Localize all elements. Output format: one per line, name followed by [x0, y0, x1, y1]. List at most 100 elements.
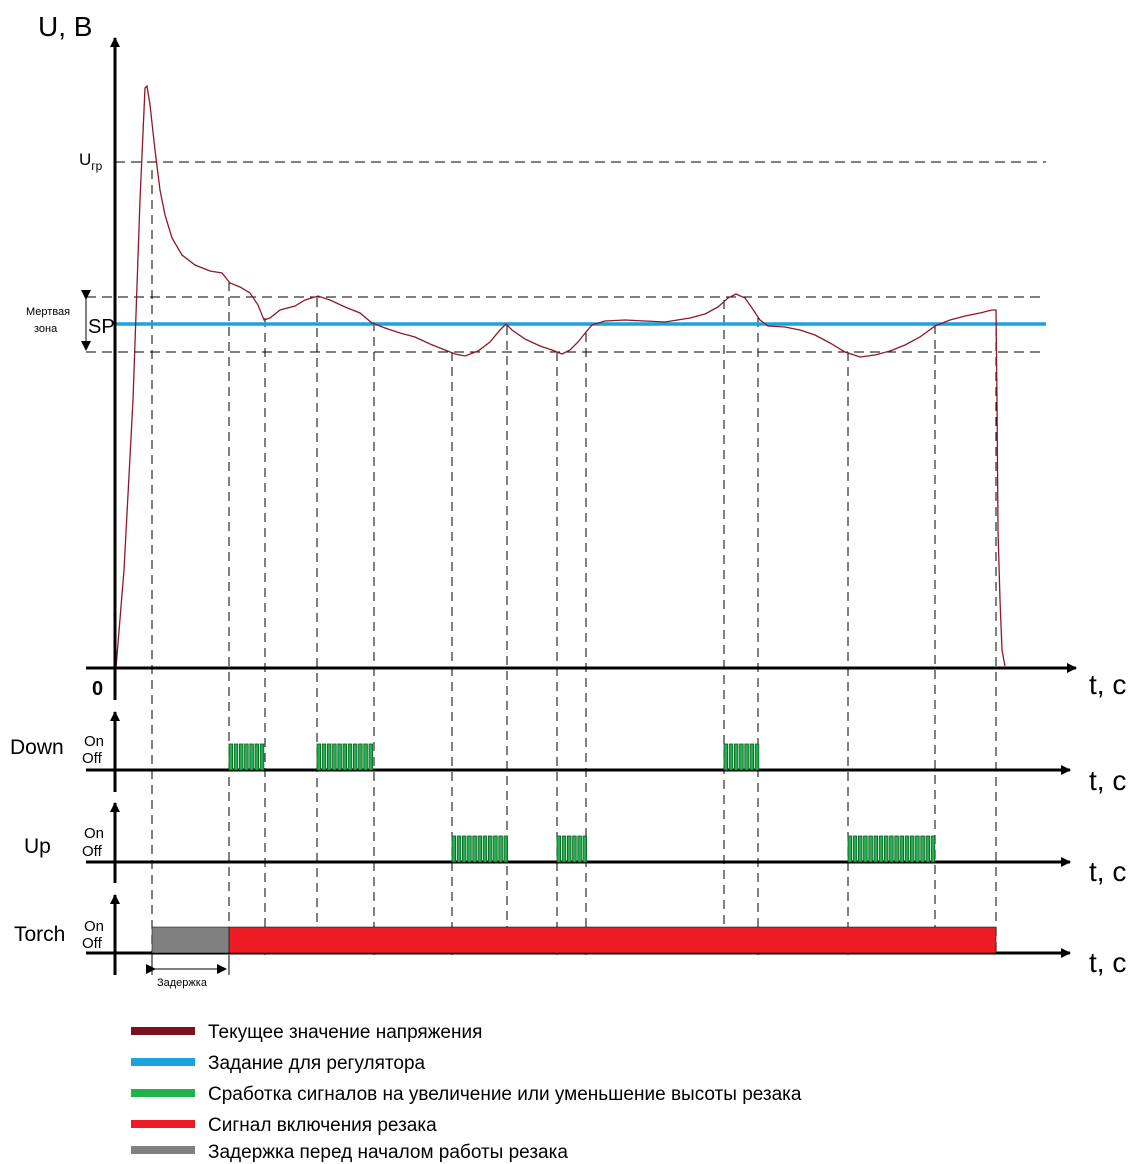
- pulse: [582, 835, 587, 863]
- pulse: [739, 743, 744, 771]
- pulse: [556, 835, 561, 863]
- pulse: [316, 743, 321, 771]
- pulse: [899, 835, 904, 863]
- down-on-label: On: [84, 733, 104, 750]
- pulse: [858, 835, 863, 863]
- legend: Текущее значение напряжения Задание для …: [131, 1022, 802, 1163]
- down-pulse-train: [723, 743, 760, 771]
- pulse: [259, 743, 265, 771]
- pulse: [482, 835, 488, 863]
- pulse: [461, 835, 467, 863]
- voltage-curve: [115, 84, 1006, 669]
- legend-label-pulses: Сработка сигналов на увеличение или умен…: [208, 1084, 802, 1105]
- pulse: [456, 835, 462, 863]
- legend-swatch-voltage: [131, 1027, 195, 1035]
- vertical-guides: [151, 170, 997, 955]
- pulse: [567, 835, 572, 863]
- pulse: [254, 743, 259, 771]
- legend-swatch-torch-on: [131, 1120, 195, 1128]
- pulse: [321, 743, 327, 771]
- pulse: [723, 743, 728, 771]
- x-axis-label: t, c: [1089, 669, 1126, 700]
- pulse: [863, 835, 868, 863]
- pulse: [358, 743, 363, 771]
- legend-swatch-delay: [131, 1146, 195, 1154]
- pulse: [493, 835, 498, 863]
- pulse: [572, 835, 577, 863]
- up-x-label: t, c: [1089, 856, 1126, 887]
- pulse: [332, 743, 337, 771]
- deadzone-label-line2: зона: [34, 323, 58, 335]
- pulse: [467, 835, 472, 863]
- torch-on-bar: [228, 926, 997, 954]
- pulse: [472, 835, 477, 863]
- deadzone-label-line1: Мертвая: [26, 306, 70, 318]
- pulse: [852, 835, 858, 863]
- pulse: [363, 743, 368, 771]
- legend-label-delay: Задержка перед началом работы резака: [208, 1142, 568, 1163]
- pulse: [889, 835, 894, 863]
- torch-off-label: Off: [82, 935, 103, 952]
- pulse: [487, 835, 493, 863]
- pulse: [498, 835, 503, 863]
- delay-label: Задержка: [157, 977, 208, 989]
- pulse: [749, 743, 754, 771]
- main-axes: [86, 37, 1077, 700]
- pulse: [451, 835, 456, 863]
- legend-swatch-pulses: [131, 1089, 195, 1097]
- pulse: [249, 743, 254, 771]
- pulse: [728, 743, 734, 771]
- down-x-label: t, c: [1089, 765, 1126, 796]
- pulse: [477, 835, 482, 863]
- pulse: [920, 835, 925, 863]
- u-limit-label: Uгр: [79, 150, 103, 173]
- pulse: [904, 835, 910, 863]
- up-off-label: Off: [82, 843, 103, 860]
- pulse: [233, 743, 239, 771]
- down-channel-label: Down: [10, 736, 64, 759]
- up-pulse-train: [451, 835, 508, 863]
- pulse: [915, 835, 920, 863]
- pulse: [878, 835, 884, 863]
- pulse: [244, 743, 249, 771]
- pulse: [868, 835, 873, 863]
- up-on-label: On: [84, 825, 104, 842]
- pulse: [342, 743, 347, 771]
- pulse: [503, 835, 508, 863]
- pulse: [228, 743, 233, 771]
- pulse: [337, 743, 342, 771]
- pulse: [884, 835, 889, 863]
- pulse: [238, 743, 244, 771]
- pulse: [744, 743, 749, 771]
- legend-label-voltage: Текущее значение напряжения: [208, 1022, 482, 1043]
- torch-x-label: t, c: [1089, 947, 1126, 978]
- delay-bracket: [146, 955, 230, 975]
- down-pulse-train: [228, 743, 265, 771]
- pulse: [894, 835, 899, 863]
- pulse: [847, 835, 852, 863]
- y-axis-label: U, B: [38, 11, 92, 42]
- pulse: [347, 743, 353, 771]
- up-pulse-train: [556, 835, 587, 863]
- torch-on-label: On: [84, 918, 104, 935]
- up-channel-label: Up: [24, 835, 51, 858]
- down-axes: [86, 711, 1071, 792]
- pulse: [910, 835, 915, 863]
- origin-label: 0: [92, 678, 103, 700]
- pulse: [754, 743, 760, 771]
- down-pulse-train: [316, 743, 373, 771]
- torch-delay-bar: [151, 926, 230, 954]
- pulse: [561, 835, 567, 863]
- pulse-trains: [228, 743, 936, 863]
- pulse: [326, 743, 332, 771]
- legend-label-torch-on: Сигнал включения резака: [208, 1115, 437, 1136]
- legend-swatch-setpoint: [131, 1058, 195, 1066]
- pulse: [734, 743, 739, 771]
- pulse: [873, 835, 878, 863]
- pulse: [577, 835, 582, 863]
- down-off-label: Off: [82, 750, 103, 767]
- torch-channel-label: Torch: [14, 923, 65, 946]
- legend-label-setpoint: Задание для регулятора: [208, 1053, 426, 1074]
- up-pulse-train: [847, 835, 936, 863]
